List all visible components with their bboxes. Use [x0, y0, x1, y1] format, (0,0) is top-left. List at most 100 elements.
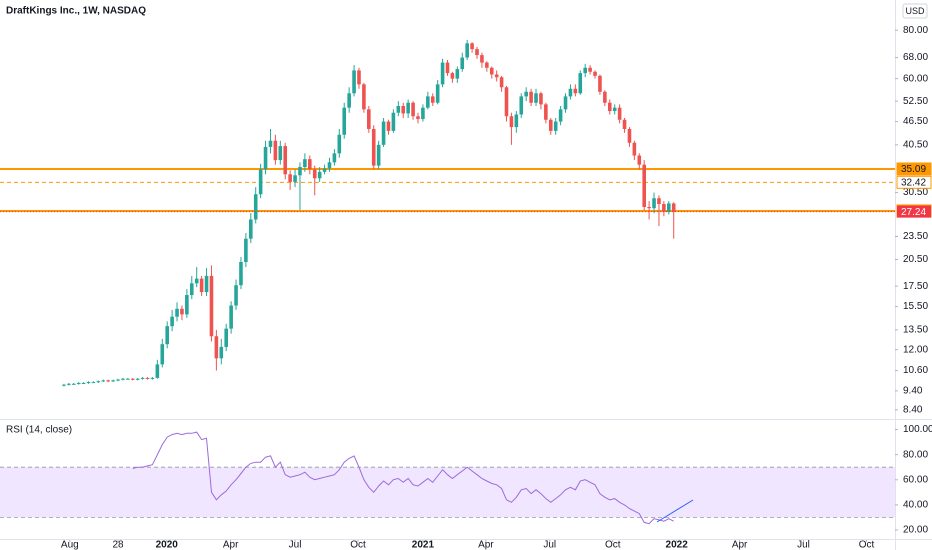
candle-body [352, 70, 356, 94]
candle-body [303, 159, 307, 168]
candle-body [298, 167, 302, 176]
candle-body [170, 316, 174, 327]
y-tick-label: 8.40 [903, 404, 923, 415]
candle-body [175, 308, 179, 317]
candle-body [411, 102, 415, 117]
candle-body [465, 43, 469, 58]
candle-body [189, 283, 194, 296]
last-price-box [897, 205, 931, 218]
rsi-tick-label: 80.00 [903, 449, 928, 460]
candle-body [86, 382, 91, 384]
candle-body [662, 204, 666, 212]
candle-body [475, 49, 479, 56]
candle-body [347, 93, 351, 108]
x-tick-label: Jul [289, 540, 302, 550]
candle-body [160, 344, 165, 365]
candle-body [489, 67, 494, 75]
candle-body [155, 364, 160, 378]
candle-body [150, 377, 155, 379]
y-tick-label: 17.50 [903, 281, 928, 292]
candle-body [455, 69, 460, 79]
x-tick-label: 2021 [412, 540, 435, 550]
candle-body [204, 275, 209, 293]
y-tick-label: 12.00 [903, 344, 928, 355]
candle-body [288, 174, 292, 182]
candle-body [244, 238, 248, 262]
candle-body [214, 336, 219, 359]
candle-body [386, 121, 391, 131]
candle-body [460, 57, 465, 70]
candle-body [539, 93, 543, 105]
x-tick-label: 2022 [666, 540, 689, 550]
candle-body [327, 162, 332, 169]
candle-body [519, 96, 524, 115]
candle-body [426, 96, 430, 108]
candle-body [588, 67, 592, 72]
candle-body [258, 169, 263, 195]
candle-body [617, 107, 622, 120]
candle-body [573, 88, 578, 94]
candle-body [185, 295, 189, 315]
rsi-tick-label: 100.00 [903, 424, 932, 435]
candle-body [199, 278, 204, 293]
x-tick-label: Apr [223, 540, 239, 550]
candle-body [421, 107, 425, 120]
candle-body [391, 112, 396, 131]
candle-body [278, 146, 283, 161]
candle-body [534, 93, 538, 103]
candle-body [293, 175, 297, 182]
y-tick-label: 52.50 [903, 96, 928, 107]
candle-body [450, 73, 455, 79]
y-tick-label: 60.00 [903, 73, 928, 84]
candle-body [544, 104, 548, 120]
candle-body [239, 261, 243, 286]
candle-body [657, 198, 661, 205]
candle-body [81, 382, 86, 384]
candle-body [445, 62, 450, 74]
candle-body [470, 43, 474, 50]
y-tick-label: 15.50 [903, 301, 928, 312]
currency-box[interactable] [902, 3, 928, 19]
candle-body [603, 91, 607, 103]
candle-body [416, 116, 420, 120]
candle-body [106, 380, 110, 382]
candle-body [126, 378, 130, 380]
candle-body [401, 106, 406, 114]
y-tick-label: 23.50 [903, 231, 928, 242]
candle-body [219, 346, 224, 359]
candle-body [652, 198, 656, 209]
candle-body [71, 383, 76, 385]
candle-body [381, 121, 386, 145]
candle-body [627, 128, 632, 143]
candle-body [558, 109, 563, 122]
candle-body [308, 159, 312, 170]
y-tick-label: 13.50 [903, 325, 928, 336]
chart-title: DraftKings Inc., 1W, NASDAQ [6, 6, 146, 17]
candle-body [194, 278, 199, 284]
candle-body [96, 381, 101, 383]
candle-body [371, 128, 376, 166]
y-tick-label: 20.50 [903, 254, 928, 265]
candle-body [607, 102, 612, 112]
candle-body [253, 194, 258, 220]
candle-body [494, 74, 499, 78]
candle-body [563, 96, 568, 110]
candle-body [283, 146, 288, 175]
rsi-title: RSI (14, close) [6, 425, 72, 436]
y-tick-label: 10.60 [903, 365, 928, 376]
candle-body [111, 380, 115, 382]
candle-body [593, 71, 597, 76]
candle-body [91, 382, 96, 384]
candle-body [362, 84, 366, 110]
last-price-label: 27.24 [901, 207, 926, 218]
candle-body [67, 383, 71, 385]
y-tick-label: 9.40 [903, 385, 923, 396]
candle-body [234, 285, 238, 306]
candle-body [485, 62, 489, 68]
x-tick-label: Jul [797, 540, 810, 550]
candle-body [116, 379, 120, 381]
x-tick-label: Oct [605, 540, 621, 550]
y-tick-label: 30.50 [903, 187, 928, 198]
candle-body [671, 203, 676, 212]
x-tick-label: 28 [112, 540, 124, 550]
